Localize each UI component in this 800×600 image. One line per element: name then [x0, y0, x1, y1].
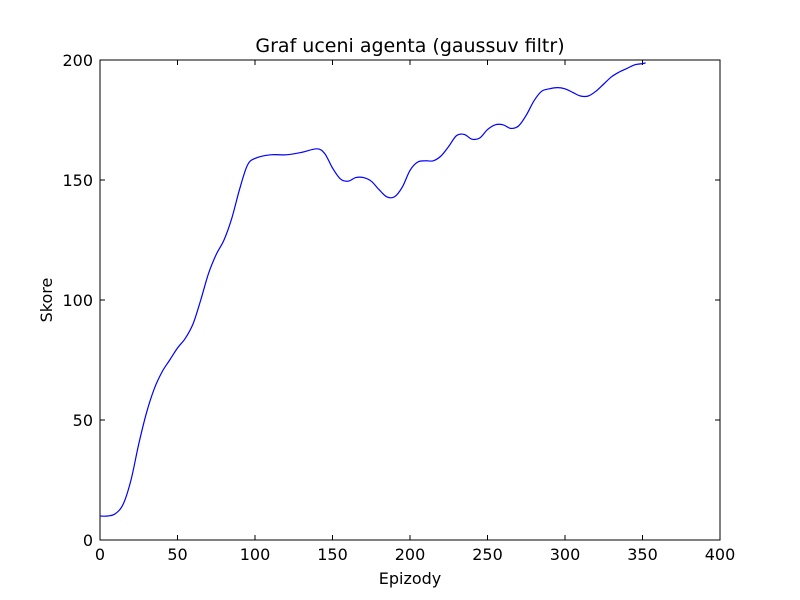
series-layer: [99, 62, 646, 517]
plot-area: 0 50 100 150 200 250 300 350 400 0 50 100 150 200: [62, 51, 735, 564]
x-tick-label: 400: [705, 545, 736, 564]
x-tick-label: 100: [240, 545, 271, 564]
x-tick-label: 250: [472, 545, 503, 564]
y-axis-ticks: 0 50 100 150 200: [62, 51, 720, 550]
x-tick-label: 0: [95, 545, 105, 564]
y-axis-label: Skore: [37, 278, 56, 323]
x-axis-ticks: 0 50 100 150 200 250 300 350 400: [95, 60, 735, 564]
x-tick-label: 300: [550, 545, 581, 564]
x-tick-label: 200: [395, 545, 426, 564]
x-tick-label: 350: [627, 545, 658, 564]
x-tick-label: 150: [317, 545, 348, 564]
x-axis-label: Epizody: [379, 569, 442, 588]
y-tick-label: 50: [73, 411, 93, 430]
chart-title: Graf uceni agenta (gaussuv filtr): [255, 35, 564, 57]
axes-frame: [99, 59, 721, 541]
x-tick-label: 50: [167, 545, 187, 564]
y-tick-label: 100: [62, 291, 93, 310]
y-tick-label: 150: [62, 171, 93, 190]
y-tick-label: 0: [83, 531, 93, 550]
series-line: [99, 62, 646, 517]
y-tick-label: 200: [62, 51, 93, 70]
